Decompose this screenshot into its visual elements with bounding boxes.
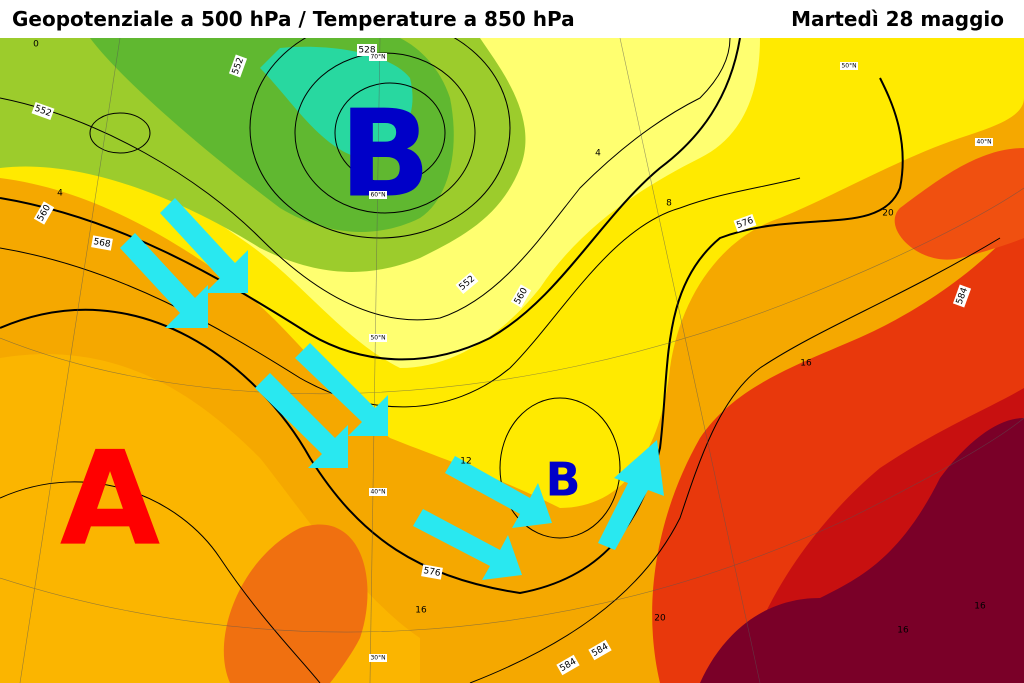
isohypse [0, 481, 321, 683]
pressure-center: B [339, 86, 430, 225]
latitude-label-box [369, 191, 387, 199]
contour-label: 584 [952, 284, 972, 308]
contour-label: 576 [421, 564, 443, 580]
isohypse [0, 38, 741, 361]
isohypse [499, 397, 621, 539]
contour-label-box [952, 284, 972, 308]
contour-label-box [91, 235, 113, 251]
flow-arrow [120, 233, 208, 328]
latitude-label: 50°N [369, 334, 387, 342]
latitude-label: 40°N [975, 138, 993, 146]
latitude-label: 60°N [369, 191, 387, 199]
latitude-label-text: 50°N [370, 335, 385, 342]
latitude-label: 70°N [369, 53, 387, 61]
latitude-label-box [369, 334, 387, 342]
temperature-field [700, 418, 1024, 683]
isohypse [249, 38, 511, 239]
contour-label: 552 [31, 101, 55, 121]
contour-label-box [588, 639, 612, 661]
temperature-label: 16 [897, 626, 909, 636]
flow-arrow [160, 198, 248, 293]
latitude-label-text: 60°N [370, 192, 385, 199]
temperature-label: 16 [974, 602, 986, 612]
graticule [0, 38, 1024, 683]
flow-arrow [445, 456, 552, 528]
isohypse [0, 38, 731, 321]
temperature-label: 20 [882, 209, 894, 219]
flow-arrow [295, 343, 388, 436]
latitude-label-text: 40°N [976, 139, 991, 146]
latitude-label-text: 30°N [370, 655, 385, 662]
contour-label-box [421, 564, 443, 580]
temperature-label: 16 [800, 359, 812, 369]
contour-label-box [556, 654, 580, 676]
contour-label-text: 528 [358, 46, 375, 56]
temperature-field [894, 148, 1024, 260]
temperature-label: 4 [595, 149, 601, 159]
temperature-field [260, 46, 413, 158]
contour-label: 552 [228, 54, 248, 78]
pressure-center: A [60, 423, 161, 575]
latitude-label-box [369, 654, 387, 662]
contour-label-box [733, 213, 757, 233]
temperature-label: 0 [33, 40, 39, 50]
temperature-label: 4 [57, 189, 63, 199]
temperature-field [223, 524, 368, 683]
isohypse [469, 237, 1001, 683]
latitude-label-text: 50°N [841, 63, 856, 70]
flow-arrow [413, 509, 522, 580]
latitude-label-text: 70°N [370, 54, 385, 61]
latitude-label-box [975, 138, 993, 146]
title: Geopotenziale a 500 hPa / Temperature a … [12, 7, 575, 31]
contour-label: 568 [91, 235, 113, 251]
temperature-label: 8 [666, 199, 672, 209]
contour-label-box [33, 201, 55, 225]
flow-arrow [255, 373, 348, 468]
date: Martedì 28 maggio [791, 7, 1004, 31]
contour-label-box [31, 101, 55, 121]
latitude-label-box [369, 53, 387, 61]
latitude-label-text: 40°N [370, 489, 385, 496]
contour-label-box [455, 271, 479, 295]
latitude-label-box [840, 62, 858, 70]
temperature-label: 12 [460, 457, 471, 467]
latitude-label: 50°N [840, 62, 858, 70]
flow-arrows [120, 198, 664, 580]
latitude-label: 30°N [369, 654, 387, 662]
header: Geopotenziale a 500 hPa / Temperature a … [0, 0, 1024, 38]
contour-label-text: 576 [423, 566, 442, 579]
contour-label-text: 568 [93, 237, 112, 250]
flow-arrow [598, 440, 664, 550]
pressure-center: B [545, 453, 580, 507]
temperature-label: 20 [654, 614, 666, 624]
contour-label-box [228, 54, 248, 78]
contour-label: 576 [733, 213, 757, 233]
isohypse [334, 82, 446, 184]
latitude-label: 40°N [369, 488, 387, 496]
contour-label-box [510, 284, 532, 308]
isohypse [89, 112, 151, 154]
latitude-label-box [369, 488, 387, 496]
map: BA B5285525525525605605685765765845845840… [0, 38, 1024, 683]
temperature-label: 16 [415, 606, 427, 616]
